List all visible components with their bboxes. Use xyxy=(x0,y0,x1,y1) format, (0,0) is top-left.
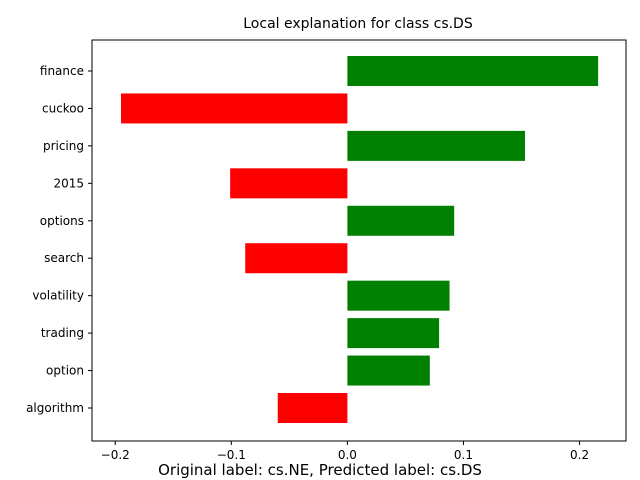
bar-algorithm xyxy=(277,393,348,423)
chart-caption: Original label: cs.NE, Predicted label: … xyxy=(158,461,482,479)
bar-trading xyxy=(347,318,440,349)
bar-cuckoo xyxy=(121,93,348,124)
bar-2015 xyxy=(230,168,348,199)
x-tick-label: 0.2 xyxy=(570,448,589,462)
bar-options xyxy=(347,205,455,236)
chart-title: Local explanation for class cs.DS xyxy=(243,16,473,32)
x-tick-label: −0.2 xyxy=(101,448,130,462)
bar-finance xyxy=(347,56,599,86)
y-tick-label: 2015 xyxy=(53,176,84,190)
bar-option xyxy=(347,355,430,386)
y-tick-label: pricing xyxy=(43,139,84,153)
x-axis: −0.2 −0.1 0.0 0.1 0.2 xyxy=(101,441,589,462)
x-tick-label: −0.1 xyxy=(217,448,246,462)
y-tick-label: algorithm xyxy=(26,401,84,415)
bar-search xyxy=(245,243,348,274)
y-tick-label: option xyxy=(46,364,84,378)
bar-volatility xyxy=(347,280,450,311)
y-tick-label: finance xyxy=(40,64,84,78)
x-tick-label: 0.1 xyxy=(454,448,473,462)
y-tick-label: cuckoo xyxy=(42,101,84,115)
y-tick-label: volatility xyxy=(32,289,84,303)
y-tick-label: trading xyxy=(41,326,84,340)
y-tick-label: options xyxy=(40,214,84,228)
plot-frame xyxy=(91,39,627,442)
y-axis: finance cuckoo pricing 2015 options search vol… xyxy=(26,64,92,415)
y-tick-label: search xyxy=(44,251,84,265)
x-tick-label: 0.0 xyxy=(338,448,357,462)
bars-group xyxy=(121,56,599,423)
bar-pricing xyxy=(347,130,526,161)
